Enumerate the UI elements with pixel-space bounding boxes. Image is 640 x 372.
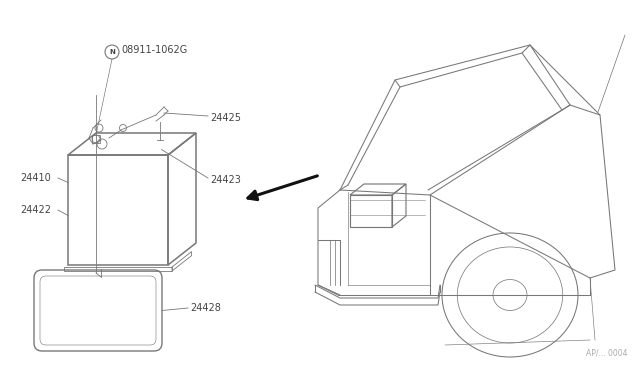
Text: AP/... 0004: AP/... 0004 — [586, 349, 628, 358]
Text: 24422: 24422 — [20, 205, 51, 215]
Text: 24428: 24428 — [190, 303, 221, 313]
Text: 24410: 24410 — [20, 173, 51, 183]
Text: 08911-1062G: 08911-1062G — [121, 45, 188, 55]
Text: 24423: 24423 — [210, 175, 241, 185]
Text: 24425: 24425 — [210, 113, 241, 123]
Text: N: N — [109, 49, 115, 55]
